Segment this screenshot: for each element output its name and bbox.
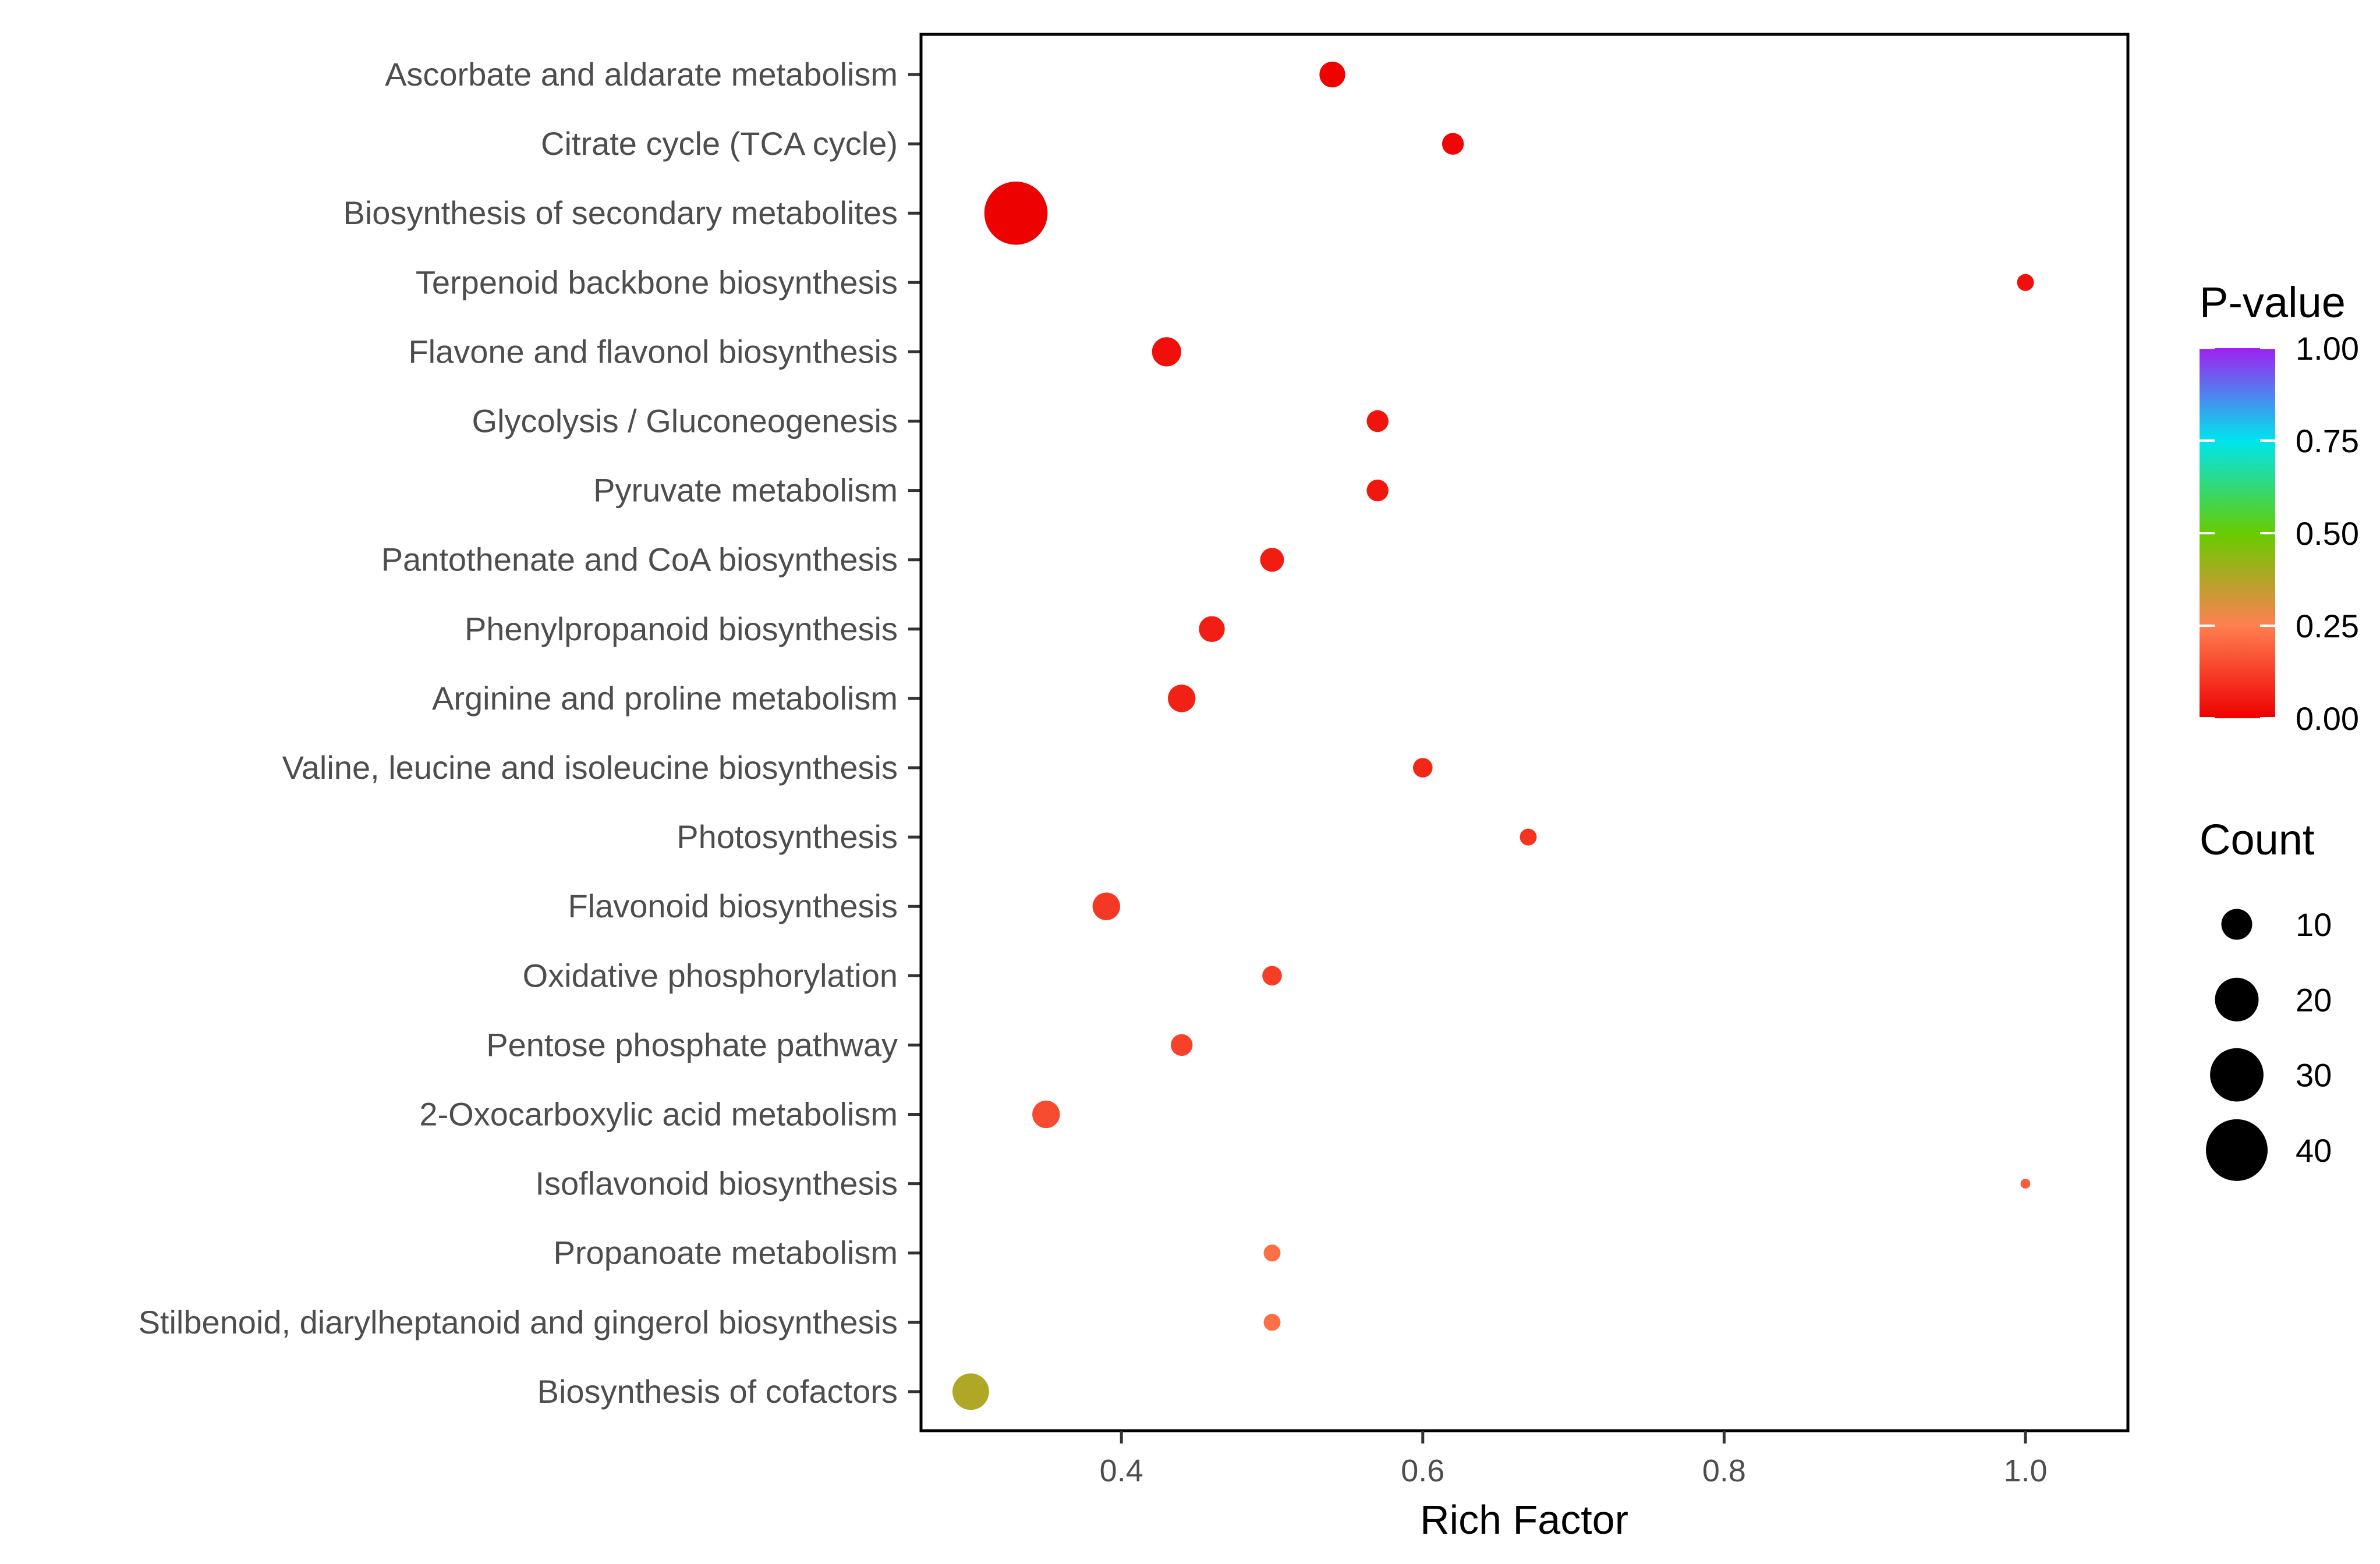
y-tick-label: Pyruvate metabolism — [593, 472, 898, 509]
data-point — [1168, 685, 1196, 712]
colorbar-label: 0.50 — [2296, 515, 2359, 552]
size-legend-key — [2210, 1048, 2264, 1102]
y-axis-category-labels: Ascorbate and aldarate metabolism Citrate… — [139, 56, 898, 1410]
data-point — [1152, 337, 1181, 367]
colorbar-label: 1.00 — [2296, 330, 2359, 367]
plot-panel — [919, 33, 2130, 1432]
data-point — [1442, 133, 1464, 155]
data-point — [2020, 1179, 2031, 1189]
y-tick-label: Photosynthesis — [677, 818, 898, 855]
count-size-legend: 10 20 30 40 — [2206, 906, 2332, 1181]
x-axis-title: Rich Factor — [1420, 1497, 1628, 1542]
y-tick-label: Stilbenoid, diarylheptanoid and gingerol… — [139, 1304, 898, 1340]
x-tick-label: 0.4 — [1100, 1453, 1143, 1488]
size-legend-label: 30 — [2296, 1057, 2332, 1094]
y-tick-label: Arginine and proline metabolism — [432, 680, 898, 717]
y-tick-label: Flavonoid biosynthesis — [568, 888, 898, 924]
y-axis-ticks — [908, 73, 921, 1393]
data-point — [1171, 1034, 1193, 1056]
y-tick-label: Propanoate metabolism — [554, 1235, 898, 1271]
data-point — [1263, 1244, 1281, 1262]
y-tick-label: Phenylpropanoid biosynthesis — [465, 611, 898, 647]
size-legend-label: 10 — [2296, 906, 2332, 943]
y-tick-label: Glycolysis / Gluconeogenesis — [472, 403, 898, 439]
colorbar-label: 0.25 — [2296, 608, 2359, 644]
y-tick-label: 2-Oxocarboxylic acid metabolism — [419, 1096, 898, 1133]
data-point — [952, 1373, 989, 1410]
data-point — [1520, 828, 1537, 846]
y-tick-label: Oxidative phosphorylation — [523, 957, 898, 994]
data-point — [1366, 479, 1389, 502]
data-point — [1319, 61, 1345, 88]
data-point — [2017, 274, 2034, 291]
data-point — [1263, 1314, 1281, 1331]
data-point — [984, 181, 1048, 245]
y-tick-label: Valine, leucine and isoleucine biosynthe… — [282, 749, 898, 786]
pvalue-colorbar-ticks: 0.00 0.25 0.50 0.75 1.00 — [2200, 330, 2359, 737]
size-legend-key — [2221, 909, 2252, 940]
size-legend-key — [2206, 1119, 2268, 1181]
colorbar-label: 0.75 — [2296, 423, 2359, 459]
size-legend-label: 20 — [2296, 981, 2332, 1018]
data-point — [1199, 616, 1225, 643]
y-tick-label: Pantothenate and CoA biosynthesis — [381, 541, 898, 578]
data-point — [1032, 1100, 1060, 1129]
data-point — [1262, 966, 1282, 986]
size-legend-label: 40 — [2296, 1132, 2332, 1169]
y-tick-label: Biosynthesis of cofactors — [537, 1373, 898, 1410]
x-tick-label: 1.0 — [2003, 1453, 2047, 1488]
pvalue-legend-title: P-value — [2200, 278, 2346, 327]
size-legend-key — [2215, 977, 2259, 1022]
data-point — [1366, 410, 1389, 432]
x-tick-label: 0.6 — [1401, 1453, 1444, 1488]
y-tick-label: Citrate cycle (TCA cycle) — [541, 125, 898, 162]
data-points — [952, 61, 2034, 1410]
y-tick-label: Isoflavonoid biosynthesis — [535, 1165, 898, 1202]
data-point — [1092, 892, 1121, 920]
data-point — [1260, 548, 1284, 572]
colorbar-label: 0.00 — [2296, 700, 2359, 737]
data-point — [1413, 758, 1433, 778]
x-tick-label: 0.8 — [1702, 1453, 1746, 1488]
count-legend-title: Count — [2200, 815, 2315, 864]
x-axis-ticks: 0.4 0.6 0.8 1.0 — [1100, 1431, 2048, 1488]
y-tick-label: Ascorbate and aldarate metabolism — [385, 56, 898, 93]
y-tick-label: Flavone and flavonol biosynthesis — [408, 333, 898, 370]
y-tick-label: Terpenoid backbone biosynthesis — [416, 264, 898, 300]
y-tick-label: Biosynthesis of secondary metabolites — [343, 194, 898, 231]
y-tick-label: Pentose phosphate pathway — [486, 1026, 898, 1063]
